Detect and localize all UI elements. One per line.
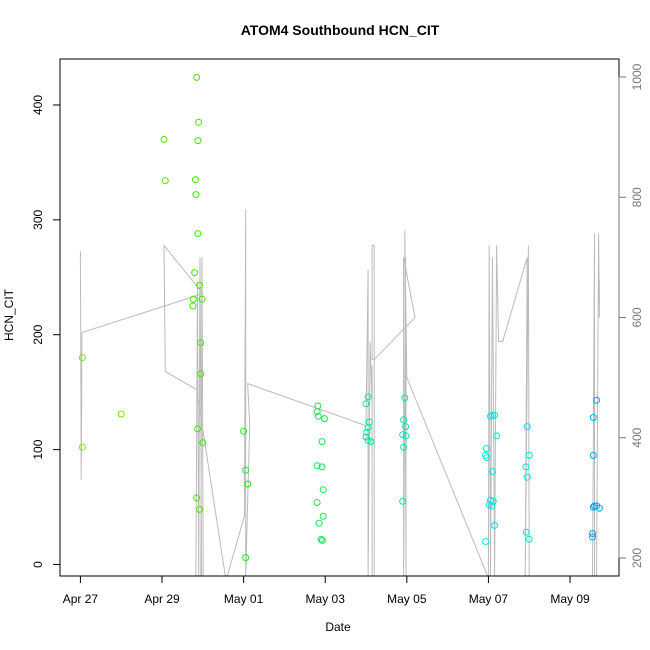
x-axis-label: Date (325, 620, 351, 634)
y-tick-label-1: 100 (31, 439, 45, 459)
data-point-70 (522, 463, 530, 471)
data-point-36 (315, 519, 323, 527)
right-tick-label-3: 800 (630, 187, 644, 207)
data-point-11 (191, 269, 199, 277)
y-tick-label-3: 300 (31, 209, 45, 229)
data-point-60 (483, 454, 491, 462)
data-point-24 (244, 480, 252, 488)
data-point-21 (196, 505, 203, 513)
x-tick-label-1: Apr 29 (144, 592, 180, 606)
data-point-1 (78, 443, 86, 451)
data-point-14 (198, 295, 206, 303)
data-point-43 (363, 428, 371, 436)
y-tick-label-0: 0 (31, 561, 45, 568)
data-point-50 (399, 431, 407, 439)
data-point-20 (193, 494, 201, 502)
data-point-46 (367, 438, 375, 446)
data-point-23 (242, 466, 250, 474)
points-layer (78, 73, 603, 562)
data-point-71 (523, 473, 531, 481)
data-point-7 (194, 137, 202, 145)
data-point-29 (320, 415, 328, 423)
data-point-55 (489, 411, 496, 419)
data-point-58 (482, 445, 490, 452)
y-tick-label-2: 200 (31, 324, 45, 344)
data-point-40 (362, 400, 370, 408)
data-point-67 (482, 538, 490, 545)
data-point-3 (160, 135, 168, 143)
data-point-32 (318, 463, 326, 471)
data-point-44 (362, 433, 370, 441)
data-point-53 (399, 497, 407, 505)
data-point-52 (400, 443, 408, 451)
right-tick-label-1: 400 (630, 427, 644, 447)
data-point-2 (117, 410, 125, 418)
y-axis-label: HCN_CIT (2, 288, 16, 341)
data-point-25 (242, 554, 250, 562)
data-point-76 (589, 451, 597, 459)
data-point-42 (364, 424, 372, 432)
x-tick-label-0: Apr 27 (63, 592, 99, 606)
data-point-47 (401, 394, 409, 402)
right-tick-label-4: 1000 (630, 63, 644, 90)
data-point-80 (595, 504, 603, 512)
data-point-18 (194, 425, 201, 433)
data-point-30 (318, 438, 326, 446)
data-point-82 (589, 533, 596, 541)
data-point-81 (589, 530, 596, 537)
data-point-56 (491, 411, 499, 419)
data-point-37 (317, 535, 325, 543)
data-point-28 (314, 412, 322, 420)
data-point-33 (319, 486, 327, 494)
data-point-63 (489, 497, 497, 505)
data-point-4 (161, 177, 169, 185)
data-point-57 (493, 432, 501, 440)
data-point-38 (318, 536, 326, 544)
line-layer (79, 209, 600, 577)
data-point-65 (488, 502, 496, 510)
data-point-9 (192, 191, 200, 199)
data-point-27 (313, 408, 321, 416)
data-point-8 (192, 176, 199, 184)
data-point-48 (400, 416, 408, 424)
axes-layer: Apr 27 Apr 29 May 01 May 03 May 05 May 07 May … (31, 63, 644, 606)
right-tick-label-0: 200 (630, 548, 644, 568)
data-point-35 (319, 512, 327, 520)
data-point-51 (402, 432, 410, 440)
data-point-34 (313, 499, 321, 506)
x-tick-label-6: May 09 (550, 592, 590, 606)
data-point-39 (364, 393, 372, 401)
plot-frame (59, 58, 620, 577)
data-point-16 (197, 339, 205, 347)
data-point-17 (197, 370, 205, 378)
data-point-6 (195, 118, 203, 126)
y-tick-label-4: 400 (31, 95, 45, 115)
x-tick-label-2: May 01 (224, 592, 264, 606)
x-tick-label-4: May 05 (387, 592, 427, 606)
data-point-10 (194, 230, 202, 238)
data-point-68 (523, 423, 531, 431)
data-point-15 (189, 302, 197, 310)
data-point-66 (491, 521, 499, 529)
data-point-22 (240, 427, 248, 435)
data-point-75 (589, 414, 597, 421)
x-tick-label-5: May 07 (469, 592, 509, 606)
x-tick-label-3: May 03 (306, 592, 346, 606)
data-point-0 (78, 354, 86, 362)
data-point-74 (593, 396, 601, 404)
data-point-31 (313, 462, 321, 470)
data-point-13 (189, 295, 197, 303)
right-tick-label-2: 600 (630, 307, 644, 327)
data-point-61 (489, 468, 496, 475)
chart-title: ATOM4 Southbound HCN_CIT (241, 22, 440, 38)
data-point-73 (525, 535, 533, 543)
data-point-69 (525, 451, 533, 459)
data-point-49 (402, 423, 410, 431)
data-point-72 (522, 528, 530, 536)
data-point-12 (196, 281, 203, 289)
trace-line (79, 209, 600, 577)
data-point-19 (199, 439, 207, 447)
data-point-5 (193, 73, 201, 81)
